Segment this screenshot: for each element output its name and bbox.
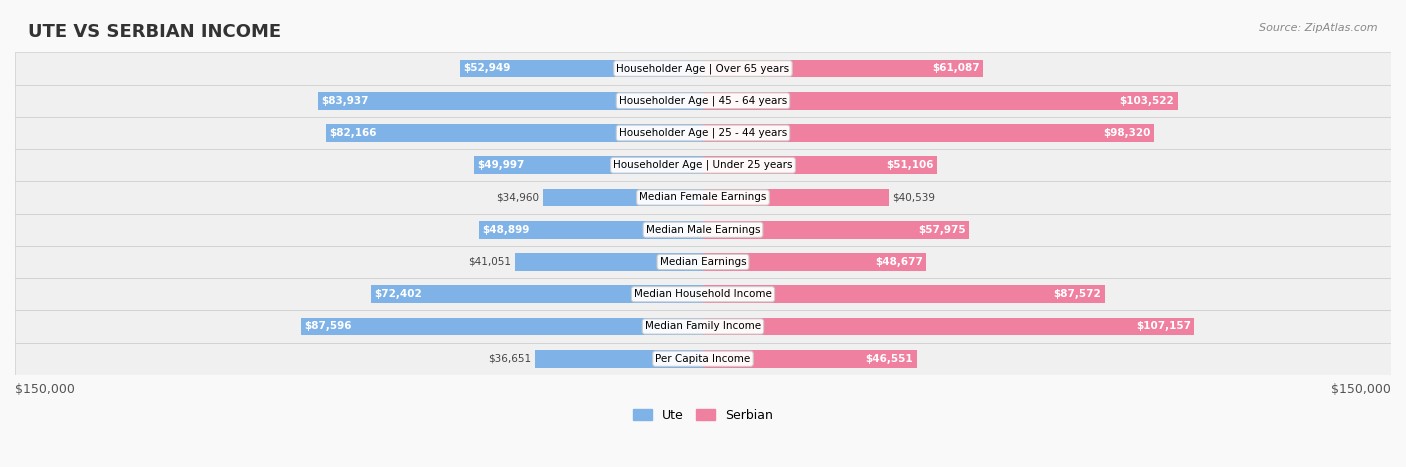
Text: Source: ZipAtlas.com: Source: ZipAtlas.com (1260, 23, 1378, 33)
Text: Median Earnings: Median Earnings (659, 257, 747, 267)
Text: Median Household Income: Median Household Income (634, 289, 772, 299)
Bar (703, 221, 969, 239)
FancyBboxPatch shape (15, 311, 1391, 343)
Text: $87,596: $87,596 (305, 321, 352, 332)
Bar (460, 60, 703, 78)
FancyBboxPatch shape (15, 181, 1391, 213)
Text: $103,522: $103,522 (1119, 96, 1174, 106)
Text: $82,166: $82,166 (329, 128, 377, 138)
Text: $51,106: $51,106 (886, 160, 934, 170)
Bar (703, 124, 1154, 142)
FancyBboxPatch shape (15, 213, 1391, 246)
Bar (515, 253, 703, 271)
FancyBboxPatch shape (15, 85, 1391, 117)
Text: $72,402: $72,402 (374, 289, 422, 299)
Text: $48,677: $48,677 (875, 257, 922, 267)
Text: $48,899: $48,899 (482, 225, 530, 235)
Text: $49,997: $49,997 (477, 160, 524, 170)
Text: Householder Age | Over 65 years: Householder Age | Over 65 years (616, 63, 790, 74)
Text: $52,949: $52,949 (464, 64, 510, 73)
Text: $98,320: $98,320 (1104, 128, 1150, 138)
Text: $41,051: $41,051 (468, 257, 512, 267)
Text: $83,937: $83,937 (322, 96, 368, 106)
Bar (326, 124, 703, 142)
Bar (534, 350, 703, 368)
Text: Median Family Income: Median Family Income (645, 321, 761, 332)
Text: $36,651: $36,651 (488, 354, 531, 364)
Text: Householder Age | 25 - 44 years: Householder Age | 25 - 44 years (619, 128, 787, 138)
Text: Median Male Earnings: Median Male Earnings (645, 225, 761, 235)
Text: $34,960: $34,960 (496, 192, 540, 203)
FancyBboxPatch shape (15, 52, 1391, 85)
Bar (474, 156, 703, 174)
Bar (703, 189, 889, 206)
Text: Per Capita Income: Per Capita Income (655, 354, 751, 364)
Text: $57,975: $57,975 (918, 225, 966, 235)
Bar (703, 156, 938, 174)
Text: UTE VS SERBIAN INCOME: UTE VS SERBIAN INCOME (28, 23, 281, 42)
Legend: Ute, Serbian: Ute, Serbian (628, 403, 778, 427)
Text: $150,000: $150,000 (15, 383, 75, 396)
Bar (371, 285, 703, 303)
Bar (318, 92, 703, 110)
Bar (703, 92, 1178, 110)
Text: Median Female Earnings: Median Female Earnings (640, 192, 766, 203)
Text: $150,000: $150,000 (1331, 383, 1391, 396)
Text: $40,539: $40,539 (893, 192, 935, 203)
FancyBboxPatch shape (15, 343, 1391, 375)
Bar (478, 221, 703, 239)
FancyBboxPatch shape (15, 246, 1391, 278)
Text: Householder Age | 45 - 64 years: Householder Age | 45 - 64 years (619, 95, 787, 106)
FancyBboxPatch shape (15, 278, 1391, 311)
Text: $87,572: $87,572 (1053, 289, 1101, 299)
Text: $46,551: $46,551 (866, 354, 912, 364)
Bar (301, 318, 703, 335)
Bar (703, 285, 1105, 303)
Bar (703, 253, 927, 271)
Bar (703, 60, 983, 78)
Text: Householder Age | Under 25 years: Householder Age | Under 25 years (613, 160, 793, 170)
FancyBboxPatch shape (15, 149, 1391, 181)
Bar (703, 350, 917, 368)
Bar (543, 189, 703, 206)
Text: $107,157: $107,157 (1136, 321, 1191, 332)
FancyBboxPatch shape (15, 117, 1391, 149)
Text: $61,087: $61,087 (932, 64, 980, 73)
Bar (703, 318, 1195, 335)
